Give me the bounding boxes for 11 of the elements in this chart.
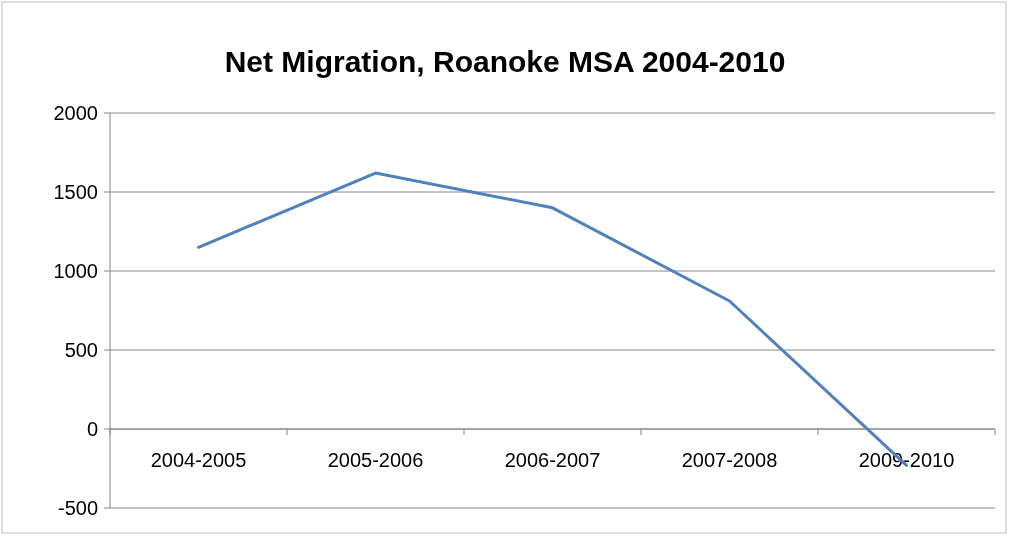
y-tick-label: 500	[64, 339, 98, 361]
x-tick-label: 2005-2006	[327, 449, 424, 471]
y-tick-label: -500	[57, 497, 98, 519]
y-tick-label: 1500	[53, 181, 98, 203]
x-tick-label: 2004-2005	[150, 449, 247, 471]
y-tick-label: 0	[86, 418, 98, 440]
y-tick-label: 2000	[53, 102, 98, 124]
x-tick-label: 2007-2008	[681, 449, 778, 471]
y-tick-label: 1000	[53, 260, 98, 282]
x-tick-label: 2006-2007	[504, 449, 601, 471]
chart-title: Net Migration, Roanoke MSA 2004-2010	[224, 45, 786, 78]
